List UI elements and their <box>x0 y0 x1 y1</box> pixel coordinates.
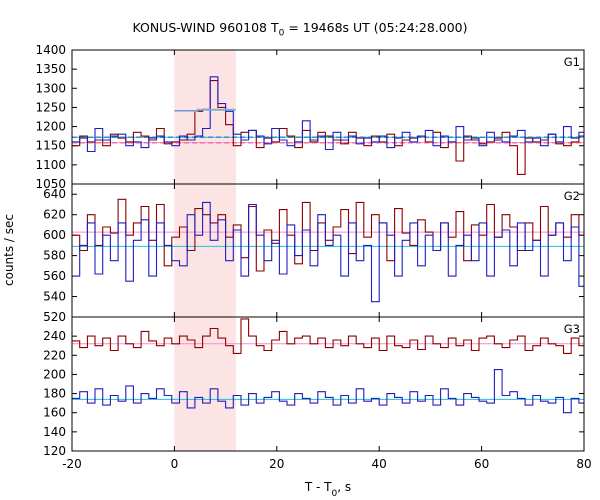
x-axis-label-suffix: , s <box>337 480 351 494</box>
series-g1-blue <box>72 76 584 153</box>
y-tick-label: 180 <box>43 387 66 401</box>
series-g3-blue <box>72 369 584 414</box>
x-tick-label: 40 <box>372 457 387 471</box>
y-tick-label: 120 <box>43 444 66 458</box>
title-suffix: = 19468s UT (05:24:28.000) <box>284 20 468 35</box>
series-g3-dark_red <box>72 318 584 354</box>
y-tick-label: 1250 <box>35 100 66 114</box>
x-tick-label: 60 <box>474 457 489 471</box>
panel-frame-g1 <box>71 49 585 185</box>
fit-layer <box>72 136 584 400</box>
panel-label-g2: G2 <box>564 189 580 203</box>
y-tick-label: 580 <box>43 249 66 263</box>
panel-label-g1: G1 <box>564 55 580 69</box>
y-tick-label: 240 <box>43 329 66 343</box>
y-tick-label: 1150 <box>35 139 66 153</box>
y-tick-label: 1300 <box>35 81 66 95</box>
title-subscript: 0 <box>278 28 285 39</box>
y-tick-label: 1200 <box>35 120 66 134</box>
y-tick-label: 620 <box>43 208 66 222</box>
title-text: KONUS-WIND 960108 T <box>132 20 279 35</box>
series-layer <box>72 76 584 414</box>
y-tick-label: 560 <box>43 269 66 283</box>
x-axis-label-text: T - T <box>304 480 332 494</box>
chart-title: KONUS-WIND 960108 T0 = 19468s UT (05:24:… <box>0 20 600 39</box>
y-tick-label: 220 <box>43 348 66 362</box>
y-tick-label: 160 <box>43 406 66 420</box>
x-tick-label: 20 <box>269 457 284 471</box>
series-g1-pink <box>174 108 236 112</box>
panel-label-g3: G3 <box>564 322 580 336</box>
label-layer: -20 0 20 40 60 80 1050 1100 1150 1200 1250 1300 1350… <box>35 43 591 471</box>
y-tick-label: 1400 <box>35 43 66 57</box>
x-tick-label: 80 <box>576 457 591 471</box>
y-tick-label: 640 <box>43 187 66 201</box>
panel-frame-g3 <box>71 316 585 452</box>
series-g2-blue <box>72 201 584 303</box>
x-axis-label-subscript: 0 <box>332 489 338 499</box>
x-tick-label: -20 <box>62 457 82 471</box>
y-tick-label: 600 <box>43 228 66 242</box>
y-tick-label: 1350 <box>35 62 66 76</box>
x-tick-label: 0 <box>171 457 179 471</box>
y-tick-label: 540 <box>43 290 66 304</box>
series-g1-dark_red <box>72 80 584 175</box>
y-tick-label: 1050 <box>35 177 66 191</box>
frame-layer <box>71 49 585 452</box>
y-tick-label: 200 <box>43 367 66 381</box>
y-tick-label: 520 <box>43 310 66 324</box>
x-axis-label: T - T0, s <box>304 480 351 499</box>
y-tick-label: 140 <box>43 425 66 439</box>
y-tick-label: 1100 <box>35 158 66 172</box>
y-axis-label: counts / sec <box>2 214 16 286</box>
